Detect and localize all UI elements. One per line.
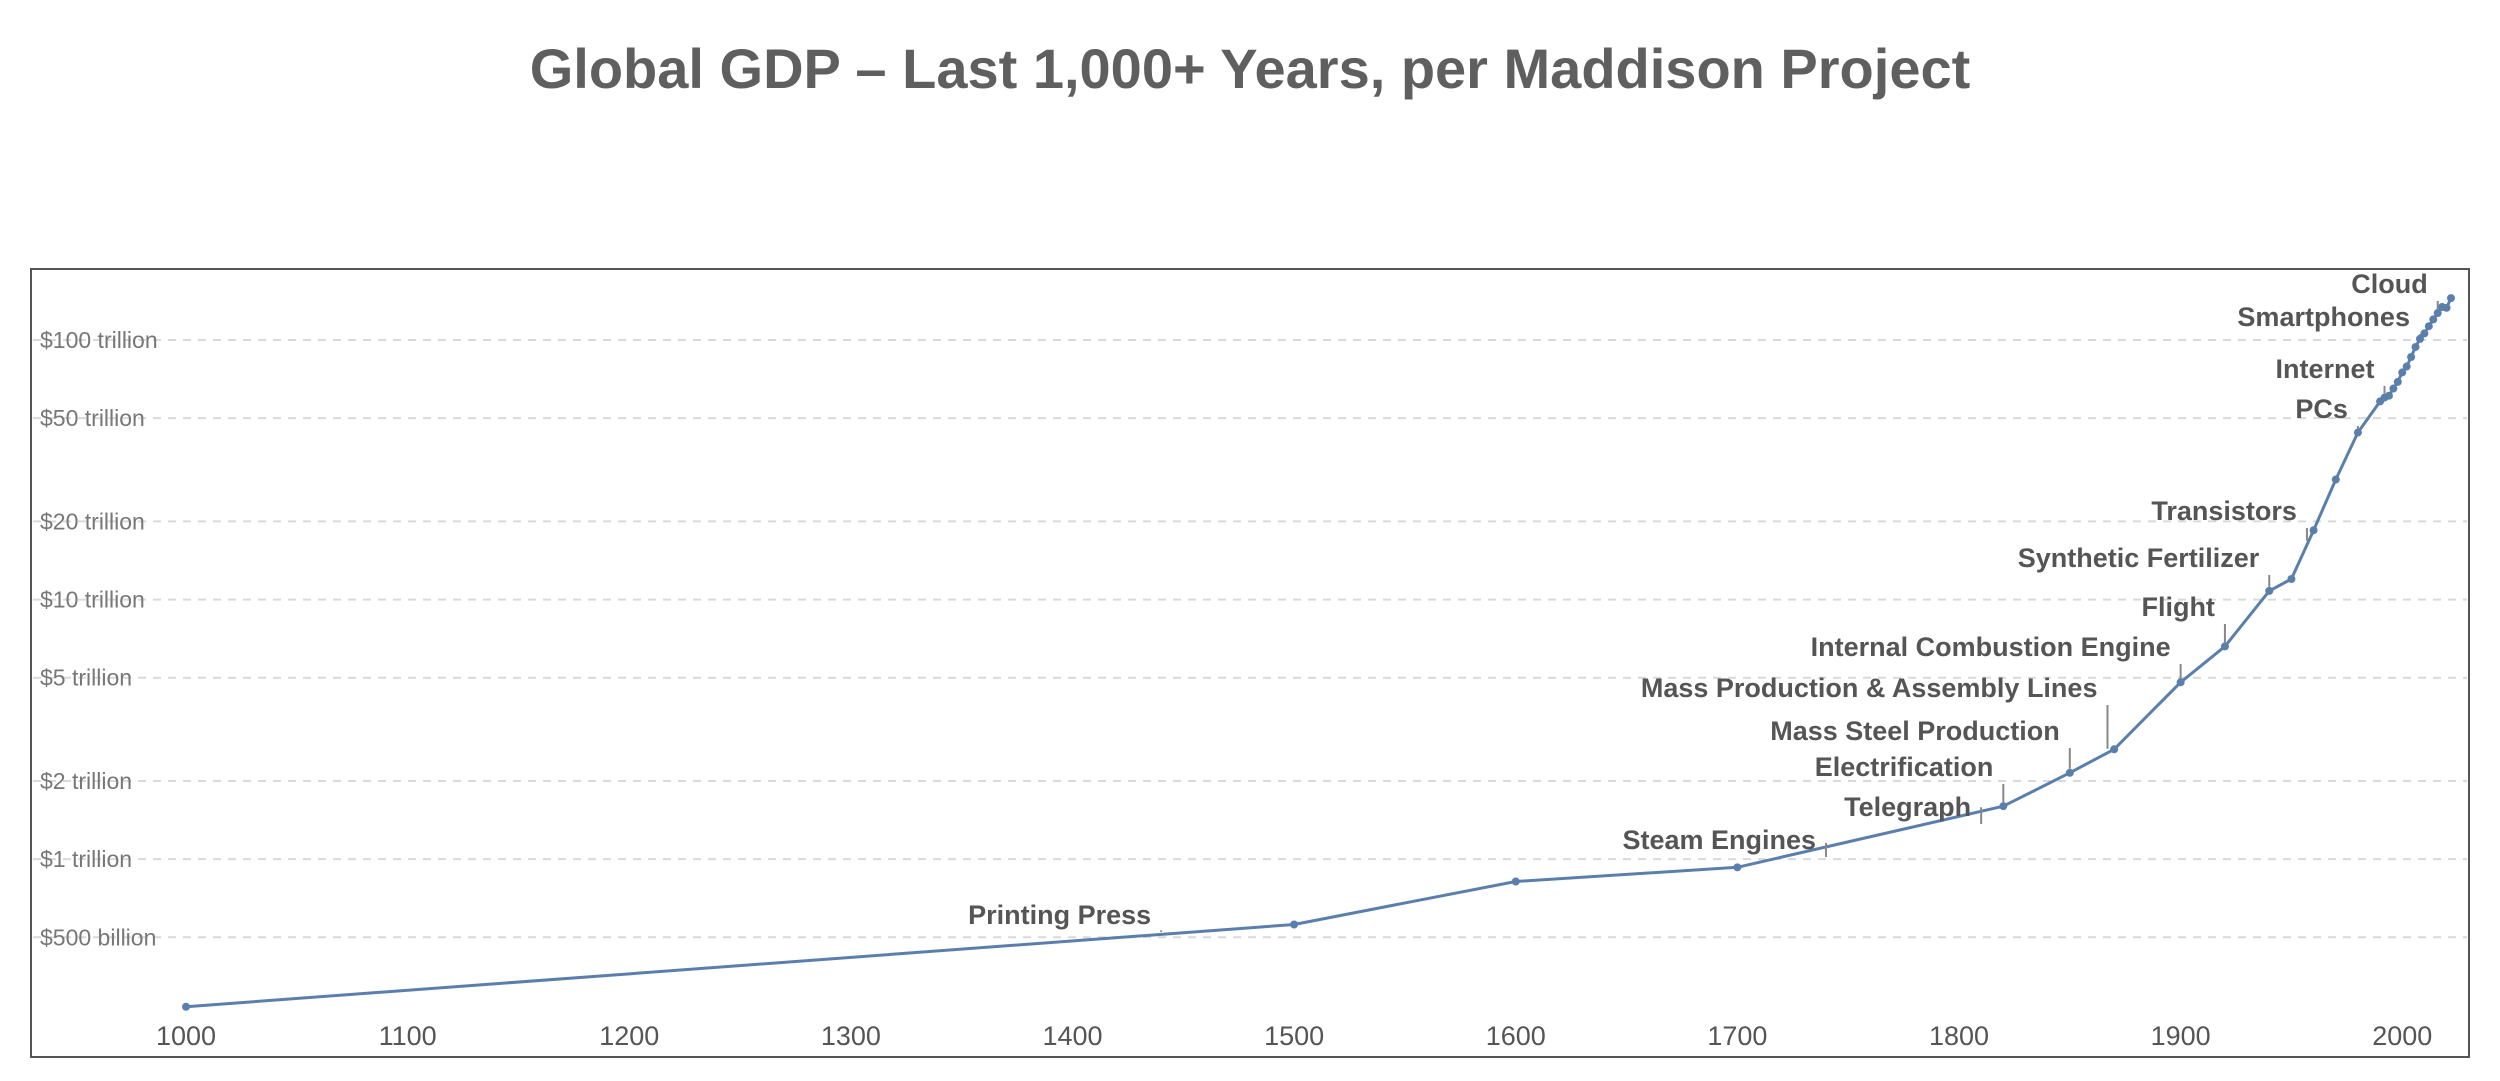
annotation-label: PCs (2295, 394, 2348, 424)
data-point (2331, 475, 2340, 484)
data-point (2402, 362, 2411, 371)
y-tick-label: $1 trillion (40, 846, 132, 872)
data-point (2384, 391, 2393, 400)
data-point (2389, 384, 2398, 393)
annotation-label: Internet (2275, 354, 2374, 384)
annotation-label: Telegraph (1844, 792, 1971, 822)
x-tick-label: 1400 (1042, 1021, 1102, 1051)
x-tick-label: 1700 (1707, 1021, 1767, 1051)
data-point (2424, 322, 2433, 331)
annotation-label: Cloud (2351, 269, 2427, 299)
data-point (2393, 377, 2402, 386)
x-tick-label: 2000 (2372, 1021, 2432, 1051)
data-point (1733, 863, 1742, 872)
data-point (2429, 315, 2438, 324)
y-tick-label: $10 trillion (40, 587, 145, 613)
x-tick-label: 1000 (156, 1021, 216, 1051)
data-point (2433, 309, 2442, 318)
x-tick-label: 1200 (599, 1021, 659, 1051)
x-tick-label: 1600 (1486, 1021, 1546, 1051)
data-point (1290, 920, 1299, 929)
x-tick-label: 1300 (821, 1021, 881, 1051)
data-point (2398, 368, 2407, 377)
annotation-label: Smartphones (2237, 302, 2410, 332)
annotation-label: Internal Combustion Engine (1811, 632, 2171, 662)
data-point (2176, 678, 2185, 687)
data-point (2420, 329, 2429, 338)
data-point (2442, 303, 2451, 312)
data-point (1511, 877, 1520, 886)
y-tick-label: $100 trillion (40, 327, 158, 353)
data-point (2415, 334, 2424, 343)
annotation-label: Transistors (2151, 496, 2297, 526)
annotation-label: Electrification (1815, 752, 1994, 782)
annotation-label: Mass Steel Production (1770, 716, 2060, 746)
data-point (2411, 342, 2420, 351)
data-point (2265, 586, 2274, 595)
annotation-label: Mass Production & Assembly Lines (1641, 673, 2098, 703)
x-tick-label: 1900 (2151, 1021, 2211, 1051)
data-point (2447, 294, 2455, 303)
annotation-label: Steam Engines (1622, 825, 1816, 855)
chart-title: Global GDP – Last 1,000+ Years, per Madd… (529, 37, 1971, 100)
annotation-label: Flight (2141, 592, 2214, 622)
data-point (2065, 768, 2074, 777)
annotation-label: Printing Press (968, 900, 1151, 930)
data-point (2220, 642, 2229, 651)
y-tick-label: $5 trillion (40, 665, 132, 691)
x-tick-label: 1500 (1264, 1021, 1324, 1051)
data-point (2110, 745, 2119, 754)
y-tick-label: $50 trillion (40, 405, 145, 431)
data-point (1999, 802, 2008, 811)
x-tick-label: 1100 (379, 1021, 437, 1051)
data-point (2309, 526, 2318, 535)
x-tick-label: 1800 (1929, 1021, 1989, 1051)
data-point (2407, 352, 2416, 361)
data-point (182, 1002, 190, 1011)
y-tick-label: $20 trillion (40, 508, 145, 534)
data-point (2353, 428, 2362, 437)
y-tick-label: $2 trillion (40, 768, 132, 794)
annotation-label: Synthetic Fertilizer (2018, 543, 2260, 573)
plot-frame (30, 268, 2470, 1058)
data-point (2287, 575, 2296, 584)
y-tick-label: $500 billion (40, 924, 156, 950)
